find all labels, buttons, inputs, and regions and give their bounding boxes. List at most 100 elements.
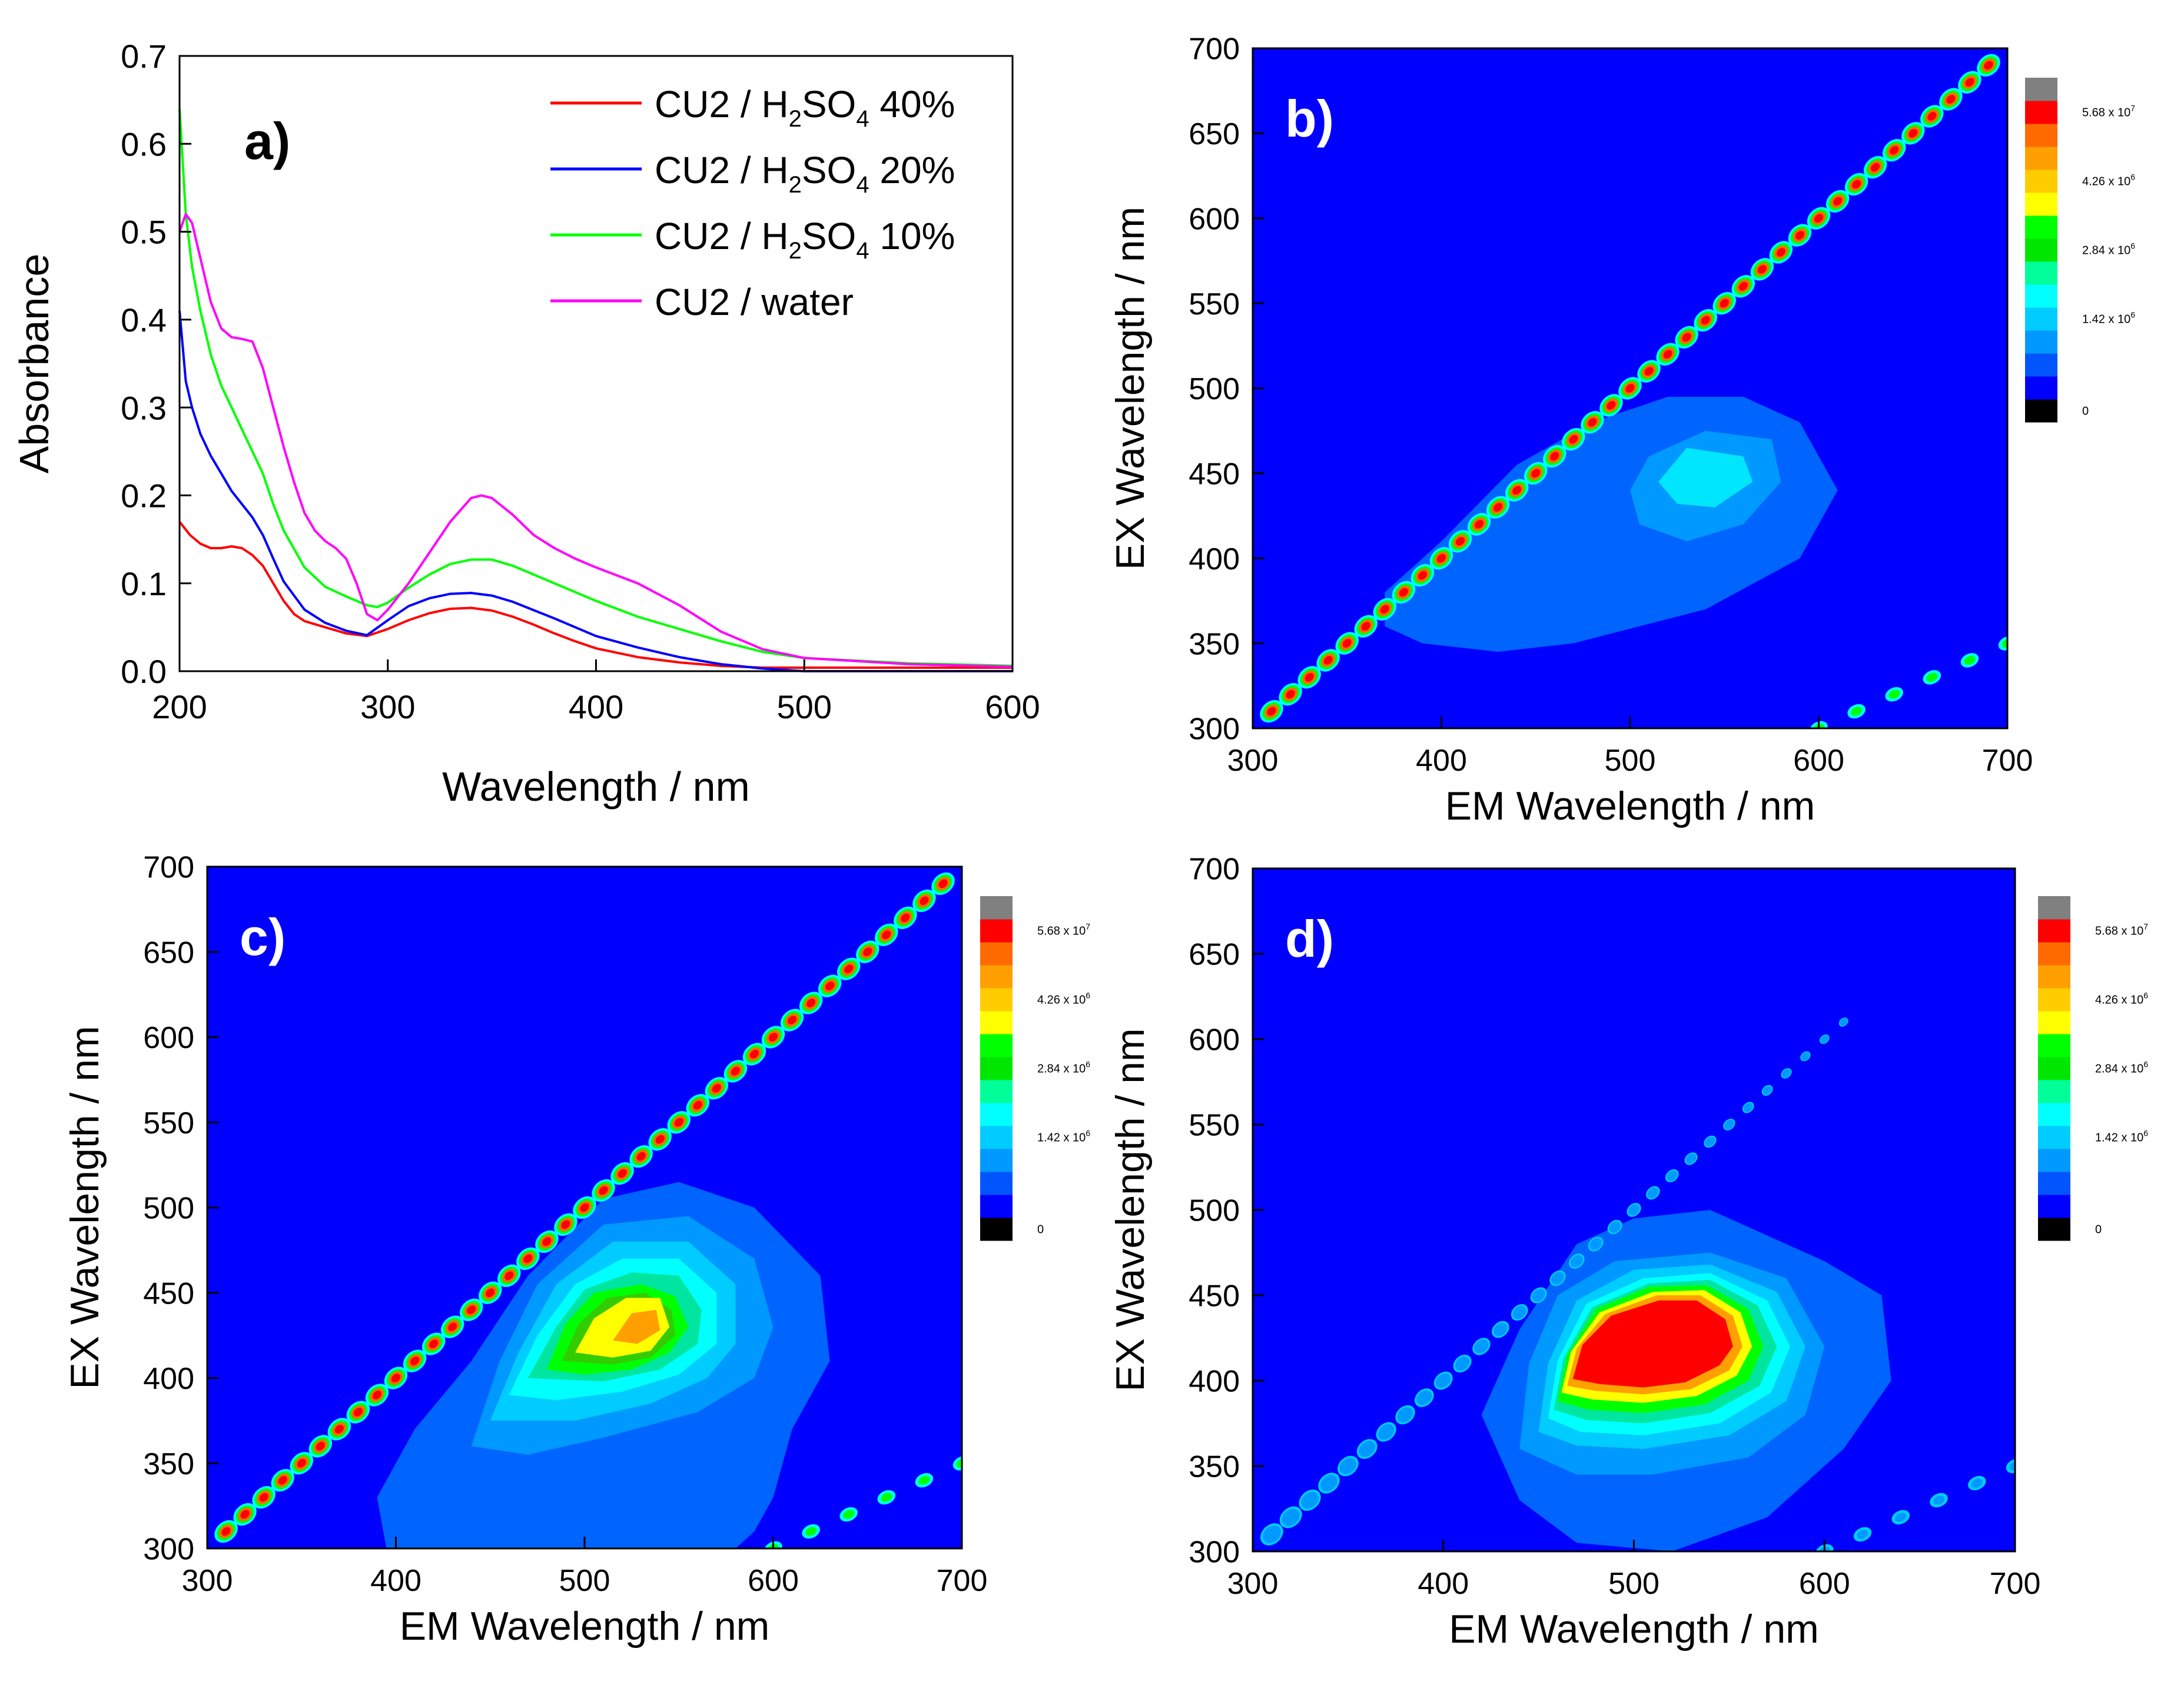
- y-axis-title: Absorbance: [11, 254, 57, 474]
- scatter-peak: [1493, 1322, 1508, 1337]
- scatter-peak: [1418, 571, 1428, 580]
- scatter-peak: [882, 930, 891, 940]
- y-tick-label: 400: [143, 1362, 194, 1396]
- y-tick-label: 450: [1189, 1279, 1240, 1314]
- colorbar-tick-label: 0: [2095, 1223, 2102, 1236]
- scatter-peak: [768, 1033, 778, 1042]
- legend-text-sub1: 2: [789, 238, 802, 264]
- colorbar-tick-value: 2.84 x 10: [2095, 1063, 2143, 1076]
- colorbar-segment: [2025, 101, 2057, 124]
- y-tick-label: 350: [1189, 627, 1240, 661]
- scatter-peak: [1984, 61, 1993, 70]
- y-tick-label: 400: [1189, 542, 1240, 576]
- second-order-peak: [881, 1493, 892, 1502]
- scatter-peak: [486, 1288, 495, 1298]
- colorbar-tick-exponent: 7: [2143, 922, 2148, 931]
- second-order-peak: [956, 1458, 962, 1468]
- colorbar-segment: [2025, 284, 2057, 308]
- x-tick-label: 200: [152, 688, 207, 725]
- colorbar-segment: [2038, 1149, 2070, 1172]
- scatter-peak: [580, 1203, 589, 1212]
- colorbar-tick-label: 4.26 x 106: [2082, 173, 2135, 188]
- colorbar-segment: [2038, 1172, 2070, 1195]
- second-order-peak: [918, 1475, 930, 1485]
- colorbar-tick-label: 5.68 x 107: [2082, 104, 2135, 120]
- y-tick-label: 0.6: [121, 125, 167, 163]
- colorbar-segment: [2025, 307, 2057, 331]
- colorbar-segment: [980, 1149, 1013, 1172]
- second-order-peak: [1933, 1495, 1945, 1505]
- second-order-peak: [2002, 639, 2007, 648]
- colorbar-segment: [2025, 376, 2057, 400]
- second-order-peak: [764, 1541, 782, 1548]
- colorbar-segment: [980, 965, 1013, 989]
- colorbar-segment: [2038, 896, 2070, 920]
- x-tick-label: 300: [182, 1564, 233, 1598]
- colorbar-tick-exponent: 7: [1086, 922, 1090, 931]
- plot-area: [214, 872, 962, 1548]
- contour-level-9: [1572, 1300, 1733, 1388]
- y-tick-label: 0.7: [121, 38, 167, 75]
- colorbar-tick-value: 5.68 x 10: [2082, 107, 2130, 120]
- scatter-peak: [1682, 333, 1691, 342]
- colorbar-segment: [2025, 399, 2057, 423]
- scatter-peak: [731, 1066, 741, 1076]
- scatter-peak: [1323, 656, 1333, 665]
- scatter-peak: [1757, 264, 1767, 274]
- panel-label: c): [240, 908, 286, 966]
- colorbar-tick-value: 1.42 x 10: [2095, 1132, 2143, 1145]
- scatter-peak: [1851, 180, 1861, 189]
- scatter-peak: [1890, 145, 1899, 155]
- scatter-peak: [240, 1510, 250, 1519]
- legend-label: CU2 / H2SO4 40%: [655, 83, 955, 132]
- y-tick-label: 0.4: [121, 301, 167, 339]
- scatter-peak: [1570, 1255, 1583, 1268]
- y-tick-label: 650: [1189, 117, 1240, 151]
- scatter-peak: [1908, 128, 1918, 138]
- x-tick-label: 700: [1990, 1567, 2041, 1601]
- scatter-peak: [391, 1374, 401, 1382]
- scatter-peak: [920, 896, 929, 906]
- legend-text-post: 20%: [869, 149, 955, 191]
- colorbar-tick-label: 2.84 x 106: [2082, 241, 2135, 257]
- scatter-peak: [1455, 536, 1465, 546]
- scatter-peak: [1359, 1441, 1376, 1457]
- series-line: [178, 108, 1013, 667]
- y-tick-label: 350: [143, 1447, 194, 1481]
- x-axis-title: EM Wavelength / nm: [1449, 1607, 1819, 1651]
- scatter-peak: [1305, 672, 1314, 682]
- legend-text-sub2: 4: [856, 238, 869, 264]
- scatter-peak: [1378, 1424, 1395, 1440]
- legend-text-pre: CU2 / water: [655, 281, 854, 323]
- legend: CU2 / H2SO4 40%CU2 / H2SO4 20%CU2 / H2SO…: [550, 83, 955, 323]
- colorbar-tick-exponent: 6: [2130, 173, 2135, 182]
- scatter-peak: [863, 947, 872, 957]
- colorbar-segment: [980, 1011, 1013, 1034]
- scatter-peak: [1701, 316, 1710, 325]
- colorbar-tick-exponent: 6: [2130, 241, 2135, 251]
- y-tick-label: 0.3: [121, 389, 167, 426]
- legend-text-sub2: 4: [856, 106, 869, 132]
- scatter-peak: [1607, 400, 1616, 410]
- scatter-peak: [1965, 78, 1974, 87]
- scatter-peak: [599, 1186, 608, 1195]
- panel-a: CU2 / H2SO4 40%CU2 / H2SO4 20%CU2 / H2SO…: [11, 38, 1040, 810]
- y-tick-label: 550: [1189, 287, 1240, 321]
- legend-text-pre: CU2 / H: [655, 215, 789, 257]
- colorbar-tick-label: 2.84 x 106: [2095, 1060, 2148, 1076]
- y-tick-label: 0.1: [121, 565, 167, 602]
- colorbar-tick-exponent: 7: [2130, 104, 2135, 113]
- second-order-peak: [805, 1527, 817, 1536]
- second-order-peak: [2006, 1458, 2015, 1474]
- y-tick-label: 300: [1189, 1536, 1240, 1570]
- scatter-peak: [1647, 1187, 1659, 1199]
- colorbar-segment: [2038, 942, 2070, 966]
- scatter-peak: [1339, 1458, 1357, 1474]
- scatter-peak: [504, 1271, 514, 1281]
- colorbar-tick-label: 4.26 x 106: [2095, 991, 2148, 1007]
- x-tick-label: 500: [1605, 744, 1656, 778]
- second-order-peak: [767, 1544, 779, 1548]
